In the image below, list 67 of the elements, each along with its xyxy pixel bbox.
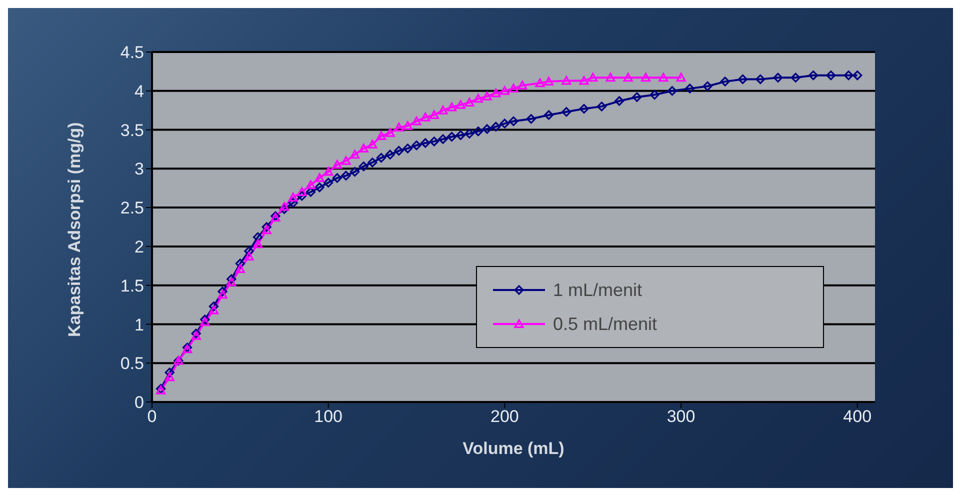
point (200, 317, 210, 326)
point (341, 156, 351, 165)
point (420, 112, 430, 122)
y-tick-label: 3 (134, 160, 144, 179)
y-tick-label: 1 (134, 315, 144, 334)
point (368, 140, 378, 149)
y-tick-label: 4.5 (120, 43, 144, 62)
point (314, 173, 324, 182)
point (429, 110, 439, 119)
point (482, 92, 492, 100)
point (376, 131, 386, 140)
point (394, 122, 404, 132)
point (297, 187, 307, 196)
point (456, 100, 466, 109)
point (288, 192, 298, 202)
point (412, 116, 422, 126)
point (226, 277, 236, 286)
point (235, 264, 245, 273)
point (606, 72, 616, 82)
point (535, 78, 545, 88)
point (562, 76, 572, 85)
y-tick-label: 2 (134, 237, 144, 256)
point (350, 150, 360, 159)
y-tick-label: 3.5 (120, 120, 144, 140)
point (253, 239, 263, 248)
y-tick-label: 4 (134, 82, 144, 101)
point (446, 102, 457, 112)
point (508, 84, 518, 93)
point (544, 76, 554, 86)
point (579, 76, 589, 85)
point (473, 94, 484, 103)
y-tick-label: 2.5 (120, 198, 144, 218)
point (676, 72, 686, 82)
point (500, 86, 510, 95)
x-tick-label: 200 (490, 407, 519, 426)
point (358, 144, 368, 152)
x-tick-label: 100 (314, 407, 343, 426)
point (324, 166, 334, 176)
x-tick-label: 400 (843, 407, 872, 426)
point (438, 106, 448, 114)
point (588, 72, 598, 82)
y-tick-label: 0 (134, 393, 144, 412)
point (385, 128, 395, 137)
point (464, 98, 474, 107)
x-tick-label: 0 (147, 407, 157, 426)
point (244, 252, 254, 261)
point (262, 225, 272, 234)
point (332, 160, 342, 169)
point (518, 80, 528, 90)
y-axis-title: Kapasitas Adsorpsi (mg/g) (65, 122, 84, 337)
point (208, 305, 219, 314)
point (279, 202, 290, 211)
legend-label: 0.5 mL/menit (553, 314, 658, 334)
point (164, 372, 174, 382)
point (402, 121, 412, 130)
y-tick-label: 0.5 (120, 354, 144, 374)
x-axis-title: Volume (mL) (462, 439, 564, 458)
point (658, 72, 668, 82)
point (491, 88, 501, 98)
x-tick-label: 300 (666, 407, 696, 426)
point (623, 72, 633, 82)
point (640, 72, 651, 82)
legend-label: 1 mL/menit (553, 280, 642, 300)
y-tick-label: 1.5 (120, 276, 144, 296)
point (218, 290, 228, 299)
point (191, 331, 201, 340)
point (306, 180, 316, 189)
